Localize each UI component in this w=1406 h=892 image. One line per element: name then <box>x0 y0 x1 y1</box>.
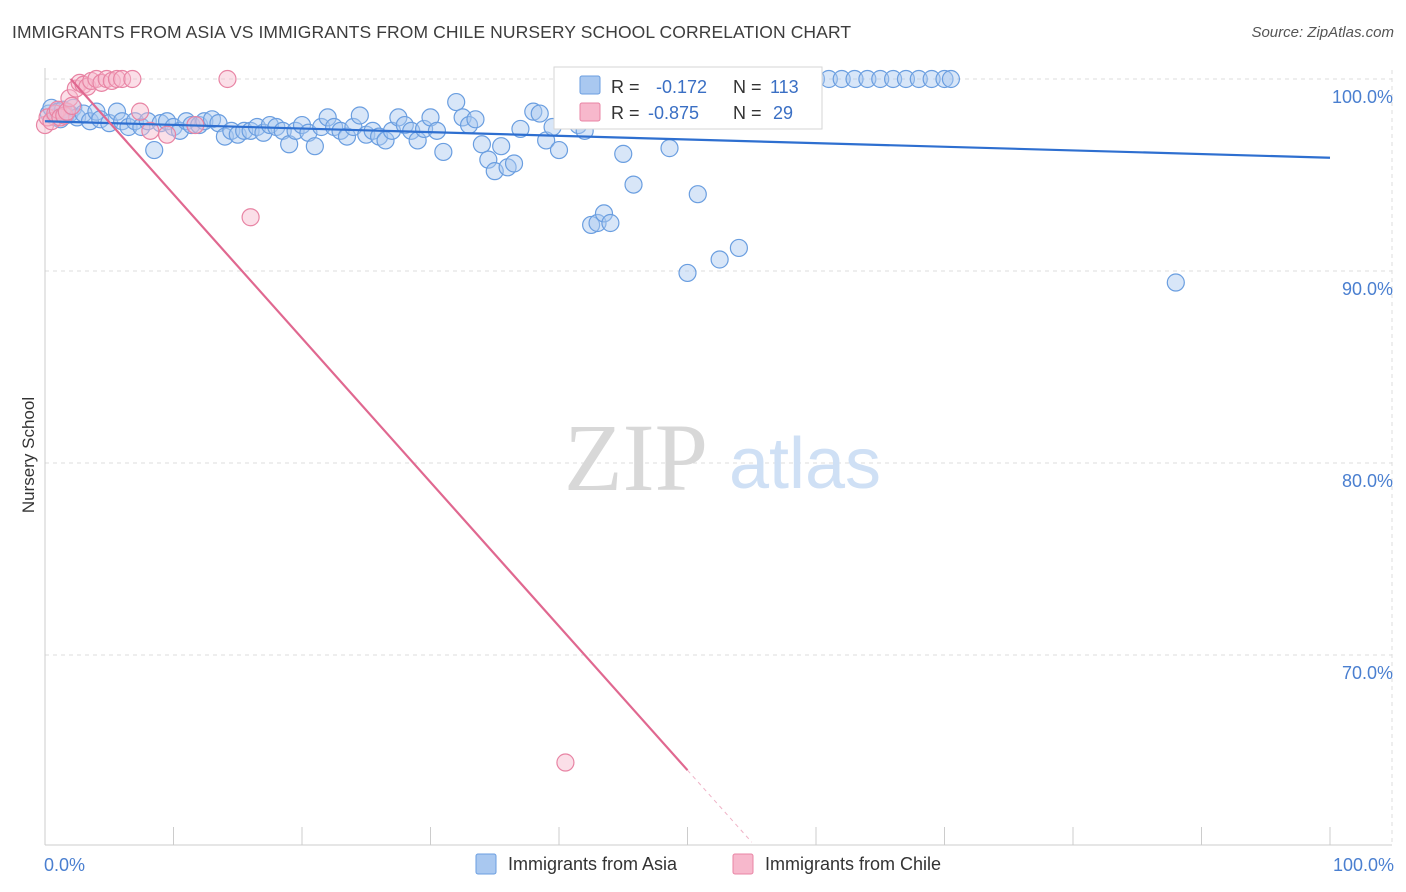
stats-r-value-chile: -0.875 <box>648 103 699 123</box>
grid-lines <box>45 70 1393 845</box>
legend-label-chile: Immigrants from Chile <box>765 854 941 874</box>
asia-point-85 <box>582 215 601 235</box>
chile-point-27 <box>241 208 260 227</box>
series-chile-points <box>35 69 575 772</box>
chart-title: IMMIGRANTS FROM ASIA VS IMMIGRANTS FROM … <box>12 22 852 42</box>
chile-point-28 <box>556 753 575 772</box>
asia-point-15 <box>107 102 127 121</box>
asia-point-104 <box>858 69 877 89</box>
asia-point-74 <box>492 137 511 156</box>
stats-n-label-chile: N = <box>733 103 762 123</box>
watermark-zip: ZIP <box>564 404 708 511</box>
x-tick-label-max: 100.0% <box>1333 855 1394 875</box>
asia-point-82 <box>549 140 569 160</box>
stats-box: R = -0.172 N = 113 R = -0.875 N = 29 <box>553 66 823 130</box>
asia-point-111 <box>941 69 961 89</box>
asia-point-112 <box>1166 273 1185 292</box>
legend-label-asia: Immigrants from Asia <box>508 854 678 874</box>
y-tick-label-80: 80.0% <box>1342 471 1393 491</box>
chile-point-19 <box>107 69 127 89</box>
chile-point-7 <box>57 102 76 121</box>
stats-swatch-asia <box>579 75 601 95</box>
asia-point-51 <box>337 127 357 146</box>
asia-point-109 <box>922 69 941 89</box>
series-asia-points <box>39 69 1185 292</box>
asia-point-78 <box>524 102 543 121</box>
watermark-atlas: atlas <box>729 424 881 504</box>
y-tick-label-100: 100.0% <box>1332 87 1393 107</box>
chile-point-9 <box>62 96 82 115</box>
asia-point-67 <box>447 92 466 112</box>
asia-point-102 <box>832 69 851 89</box>
stats-n-value-asia: 113 <box>770 77 799 97</box>
asia-point-53 <box>350 106 369 125</box>
asia-point-87 <box>594 204 614 223</box>
legend-swatch-chile <box>732 853 754 875</box>
asia-point-66 <box>434 142 453 162</box>
trend-line-chile <box>69 78 689 771</box>
stats-n-value-chile: 29 <box>773 103 793 123</box>
asia-point-89 <box>614 144 633 163</box>
y-tick-labels: 100.0% 90.0% 80.0% 70.0% <box>1332 87 1393 683</box>
trend-line-chile-extension <box>687 769 753 843</box>
stats-r-value-asia: -0.172 <box>656 77 707 97</box>
asia-point-76 <box>504 154 524 173</box>
stats-r-label-asia: R = <box>611 77 640 97</box>
y-axis-title: Nursery School <box>19 397 38 513</box>
asia-point-88 <box>601 213 620 233</box>
asia-point-48 <box>318 108 337 127</box>
stats-r-label-chile: R = <box>611 103 640 123</box>
chile-point-21 <box>123 69 142 89</box>
asia-point-90 <box>624 175 643 194</box>
asia-point-94 <box>678 263 697 283</box>
asia-point-71 <box>472 135 491 154</box>
stats-n-label-asia: N = <box>733 77 762 97</box>
asia-point-70 <box>466 110 485 129</box>
y-tick-label-70: 70.0% <box>1342 663 1393 683</box>
chile-point-24 <box>157 125 177 144</box>
asia-point-47 <box>312 117 331 137</box>
asia-point-72 <box>479 150 498 169</box>
asia-point-110 <box>935 69 954 89</box>
asia-point-77 <box>511 119 530 139</box>
watermark: ZIP atlas <box>564 404 881 511</box>
chile-point-22 <box>130 102 150 121</box>
asia-point-107 <box>896 69 916 89</box>
stats-swatch-chile <box>579 102 601 122</box>
trend-line-asia <box>44 120 1331 159</box>
asia-point-86 <box>588 213 607 233</box>
legend: Immigrants from Asia Immigrants from Chi… <box>475 853 941 875</box>
asia-point-93 <box>660 139 679 158</box>
legend-swatch-asia <box>475 853 497 875</box>
asia-point-108 <box>909 69 928 89</box>
trend-lines <box>44 78 1331 843</box>
asia-point-21 <box>145 140 164 160</box>
chile-point-20 <box>112 69 132 89</box>
axes <box>44 68 1392 846</box>
chile-point-26 <box>218 69 237 89</box>
asia-point-95 <box>688 185 707 204</box>
asia-point-97 <box>729 238 749 258</box>
asia-point-106 <box>883 69 903 89</box>
asia-point-46 <box>305 137 324 156</box>
x-tick-label-min: 0.0% <box>44 855 85 875</box>
asia-point-96 <box>710 250 729 269</box>
asia-point-79 <box>530 104 549 123</box>
y-tick-label-90: 90.0% <box>1342 279 1393 299</box>
source-label: Source: ZipAtlas.com <box>1251 24 1394 41</box>
asia-point-103 <box>845 69 864 89</box>
asia-point-105 <box>871 69 890 89</box>
asia-point-65 <box>427 121 447 140</box>
